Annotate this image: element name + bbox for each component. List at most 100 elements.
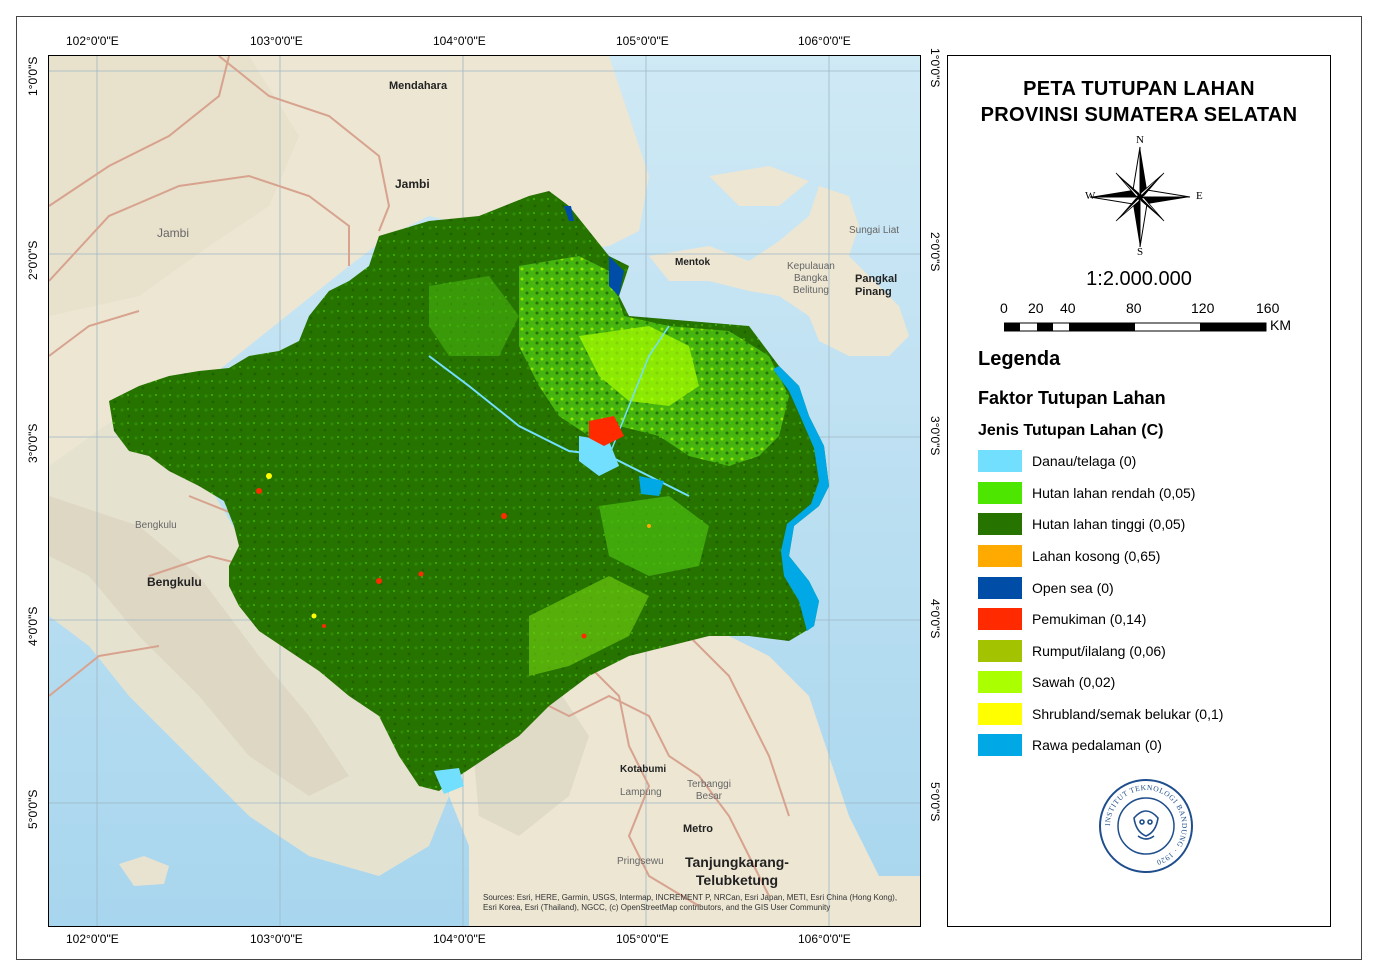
legend-item: Rawa pedalaman (0) <box>978 733 1162 757</box>
lat-label-left-5: 5°0'0"S <box>26 789 40 829</box>
scalebar-label-20: 20 <box>1028 300 1044 316</box>
lat-label-left-1: 1°0'0"S <box>26 56 40 96</box>
legend-swatch <box>978 671 1022 693</box>
place-lampung: Lampung <box>620 787 662 798</box>
lat-label-right-2: 2°0'0"S <box>928 232 942 272</box>
bangka-island <box>649 186 909 356</box>
river-musi <box>428 355 690 497</box>
legend-item: Lahan kosong (0,65) <box>978 544 1160 568</box>
basemap-svg <box>49 56 920 926</box>
lat-label-left-2: 2°0'0"S <box>26 240 40 280</box>
lake-ranau <box>434 768 464 794</box>
legend-item: Hutan lahan rendah (0,05) <box>978 481 1195 505</box>
shrub-1 <box>266 473 272 479</box>
place-terbanggi-besar: Terbanggi Besar <box>687 779 731 802</box>
legend-item: Hutan lahan tinggi (0,05) <box>978 512 1185 536</box>
settlement-3 <box>376 578 382 584</box>
admin-boundaries <box>49 56 790 907</box>
legend-panel: PETA TUTUPAN LAHAN PROVINSI SUMATERA SEL… <box>947 55 1331 927</box>
land-lampung <box>449 616 920 926</box>
islet-north <box>709 166 809 206</box>
legend-swatch <box>978 640 1022 662</box>
open-sea-inlet <box>564 206 574 221</box>
lon-label-bottom-102: 102°0'0"E <box>66 932 119 946</box>
legend-swatch <box>978 608 1022 630</box>
north-arrow-icon <box>1089 146 1191 248</box>
scalebar-label-40: 40 <box>1060 300 1076 316</box>
legend-label: Hutan lahan tinggi (0,05) <box>1032 516 1186 532</box>
legend-swatch <box>978 513 1022 535</box>
legend-swatch <box>978 450 1022 472</box>
map-canvas[interactable]: Mendahara Jambi Jambi Mentok Sungai Liat… <box>48 55 921 927</box>
lon-label-top-102: 102°0'0"E <box>66 34 119 48</box>
place-jambi-province: Jambi <box>157 226 190 240</box>
legend-item: Open sea (0) <box>978 576 1114 600</box>
compass-w-label: W <box>1085 190 1096 202</box>
legend-group-title: Jenis Tutupan Lahan (C) <box>978 422 1164 439</box>
settlement-6 <box>322 624 326 628</box>
map-title: PETA TUTUPAN LAHAN PROVINSI SUMATERA SEL… <box>948 76 1330 128</box>
itb-logo-icon: INSTITUT TEKNOLOGI BANDUNG · 1920 <box>1099 779 1193 873</box>
place-mendahara: Mendahara <box>389 80 448 92</box>
lon-label-bottom-105: 105°0'0"E <box>616 932 669 946</box>
settlement-5 <box>581 633 587 639</box>
scalebar-label-160: 160 <box>1256 300 1280 316</box>
settlement-1 <box>256 488 262 494</box>
place-tanjungkarang: Tanjungkarang- Telubketung <box>685 854 789 888</box>
lon-label-bottom-103: 103°0'0"E <box>250 932 303 946</box>
place-kotabumi: Kotabumi <box>620 764 667 775</box>
mountain-hillshade <box>49 496 349 796</box>
legend-item: Pemukiman (0,14) <box>978 607 1146 631</box>
lat-label-left-3: 3°0'0"S <box>26 423 40 463</box>
legend-swatch <box>978 545 1022 567</box>
compass-s-label: S <box>1137 246 1144 258</box>
scalebar-unit: KM <box>1270 317 1291 333</box>
legend-item: Danau/telaga (0) <box>978 449 1136 473</box>
sawah-east <box>579 326 699 406</box>
place-sungai-liat: Sungai Liat <box>849 225 900 236</box>
place-mentok: Mentok <box>675 257 710 268</box>
lat-label-right-4: 4°0'0"S <box>928 599 942 639</box>
legend-label: Rawa pedalaman (0) <box>1032 737 1162 753</box>
scalebar-label-120: 120 <box>1191 300 1215 316</box>
lon-label-top-106: 106°0'0"E <box>798 34 851 48</box>
lon-label-top-104: 104°0'0"E <box>433 34 486 48</box>
lon-label-top-103: 103°0'0"E <box>250 34 303 48</box>
place-bengkulu-city: Bengkulu <box>147 575 202 589</box>
legend-label: Pemukiman (0,14) <box>1032 611 1147 627</box>
compass-e-label: E <box>1196 190 1203 202</box>
map-credits: Sources: Esri, HERE, Garmin, USGS, Inter… <box>483 893 898 912</box>
legend-item: Rumput/ilalang (0,06) <box>978 639 1166 663</box>
place-bengkulu-province: Bengkulu <box>135 520 177 531</box>
lat-label-right-1: 1°0'0"S <box>928 48 942 88</box>
place-pangkal-pinang: Pangkal Pinang <box>855 273 898 298</box>
scale-bar <box>1004 322 1267 332</box>
low-forest-north <box>429 276 519 356</box>
compass-n-label: N <box>1136 134 1144 146</box>
legend-item: Sawah (0,02) <box>978 670 1115 694</box>
settlement-2 <box>501 513 507 519</box>
jambi-hillshade <box>49 56 299 316</box>
lat-label-right-3: 3°0'0"S <box>928 416 942 456</box>
settlement-4 <box>418 571 424 577</box>
swamp-lake <box>639 476 664 496</box>
lon-label-top-105: 105°0'0"E <box>616 34 669 48</box>
legend-heading: Legenda <box>978 348 1061 370</box>
map-title-line2: PROVINSI SUMATERA SELATAN <box>980 104 1298 126</box>
legend-swatch <box>978 482 1022 504</box>
map-title-line1: PETA TUTUPAN LAHAN <box>1023 78 1255 100</box>
legend-item: Shrubland/semak belukar (0,1) <box>978 702 1223 726</box>
legend-label: Sawah (0,02) <box>1032 674 1116 690</box>
sawah-south <box>529 576 649 676</box>
enggano-island <box>119 856 169 886</box>
lon-label-bottom-104: 104°0'0"E <box>433 932 486 946</box>
map-frame <box>16 16 1362 960</box>
legend-label: Shrubland/semak belukar (0,1) <box>1032 706 1224 722</box>
scalebar-label-80: 80 <box>1126 300 1142 316</box>
lat-label-left-4: 4°0'0"S <box>26 606 40 646</box>
coast-swamp <box>773 366 829 631</box>
legend-swatch <box>978 734 1022 756</box>
settlement-palembang <box>589 416 624 446</box>
legend-label: Lahan kosong (0,65) <box>1032 548 1161 564</box>
open-sea-strip <box>609 256 624 296</box>
